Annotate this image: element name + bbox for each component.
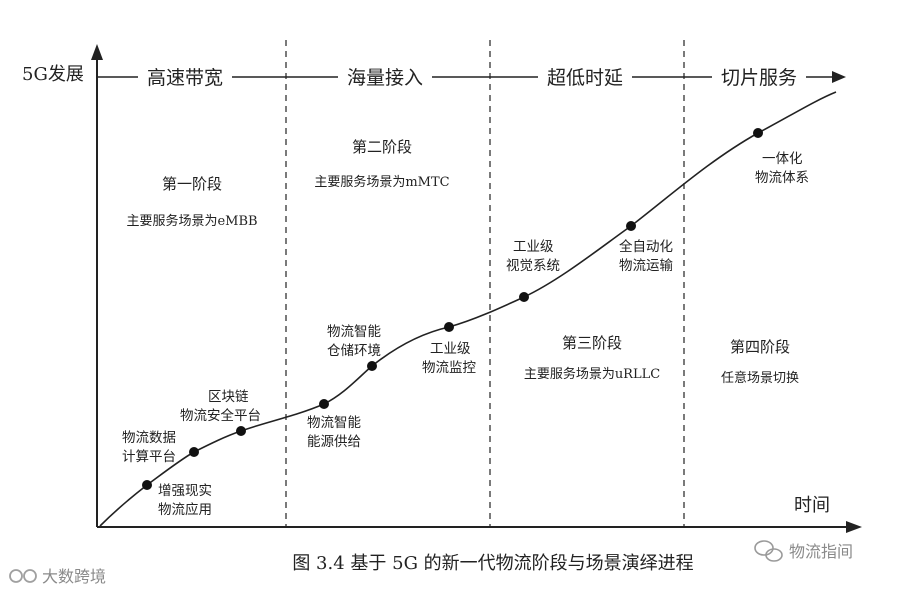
wechat-icon — [754, 540, 783, 562]
svg-text:物流运输: 物流运输 — [619, 258, 673, 274]
milestone-label-9: 一体化 物流体系 — [755, 151, 809, 186]
milestone-point-6 — [444, 322, 454, 332]
figure-caption: 图 3.4 基于 5G 的新一代物流阶段与场景演绎进程 — [292, 553, 693, 574]
y-axis-label: 5G发展 — [22, 64, 84, 85]
growth-curve — [99, 91, 837, 527]
svg-text:物流应用: 物流应用 — [158, 501, 212, 518]
stage-2-desc: 主要服务场景为mMTC — [314, 174, 449, 190]
milestone-label-1: 增强现实 物流应用 — [158, 483, 212, 518]
milestone-point-4 — [319, 399, 329, 409]
svg-text:工业级: 工业级 — [513, 239, 554, 255]
svg-text:物流体系: 物流体系 — [755, 170, 809, 186]
band-label-3: 超低时延 — [547, 67, 623, 89]
band-timeline — [97, 71, 846, 83]
milestone-label-7: 工业级 视觉系统 — [506, 239, 560, 274]
svg-text:能源供给: 能源供给 — [307, 434, 361, 450]
band-label-2: 海量接入 — [347, 67, 423, 89]
band-label-4: 切片服务 — [721, 67, 797, 89]
svg-text:物流数据: 物流数据 — [122, 430, 176, 446]
svg-text:物流智能: 物流智能 — [327, 324, 381, 340]
svg-text:物流监控: 物流监控 — [422, 360, 476, 376]
milestone-label-6: 工业级 物流监控 — [422, 341, 476, 376]
milestone-label-2: 物流数据 计算平台 — [122, 430, 176, 465]
milestone-label-4: 物流智能 能源供给 — [307, 415, 361, 450]
stage-2-title: 第二阶段 — [352, 138, 412, 156]
svg-text:区块链: 区块链 — [208, 389, 249, 405]
milestone-label-5: 物流智能 仓储环境 — [327, 324, 381, 359]
watermark-right-text: 物流指间 — [789, 542, 853, 561]
band-label-1: 高速带宽 — [147, 67, 223, 89]
svg-text:计算平台: 计算平台 — [122, 449, 176, 465]
stage-3-title: 第三阶段 — [562, 334, 622, 352]
milestone-points — [142, 128, 763, 490]
milestone-point-8 — [626, 221, 636, 231]
stage-4-desc: 任意场景切换 — [721, 370, 799, 386]
watermark-left: 大数跨境 — [9, 567, 106, 586]
svg-text:增强现实: 增强现实 — [158, 483, 212, 499]
watermark-logo-icon — [9, 569, 37, 583]
svg-text:全自动化: 全自动化 — [619, 238, 673, 255]
stage-dividers — [285, 40, 685, 527]
svg-text:工业级: 工业级 — [430, 341, 471, 357]
milestone-point-7 — [519, 292, 529, 302]
watermark-right: 物流指间 — [754, 540, 853, 562]
svg-text:物流安全平台: 物流安全平台 — [180, 407, 261, 424]
x-axis-label: 时间 — [794, 495, 830, 516]
axes — [91, 44, 862, 533]
milestone-label-8: 全自动化 物流运输 — [619, 238, 673, 274]
stage-4-title: 第四阶段 — [730, 338, 790, 356]
band-arrow-icon — [832, 71, 846, 83]
milestone-point-1 — [142, 480, 152, 490]
watermark-left-text: 大数跨境 — [42, 567, 106, 586]
y-axis-arrow-icon — [91, 44, 103, 60]
stage-3-desc: 主要服务场景为uRLLC — [524, 366, 660, 382]
x-axis-arrow-icon — [846, 521, 862, 533]
stage-1-desc: 主要服务场景为eMBB — [126, 213, 257, 229]
milestone-point-3 — [236, 426, 246, 436]
milestone-point-5 — [367, 361, 377, 371]
stage-1-title: 第一阶段 — [162, 175, 222, 193]
milestone-point-9 — [753, 128, 763, 138]
svg-text:视觉系统: 视觉系统 — [506, 258, 560, 274]
svg-text:仓储环境: 仓储环境 — [327, 343, 381, 359]
svg-text:一体化: 一体化 — [762, 151, 803, 167]
milestone-label-3: 区块链 物流安全平台 — [180, 389, 261, 424]
svg-text:物流智能: 物流智能 — [307, 415, 361, 431]
milestone-point-2 — [189, 447, 199, 457]
